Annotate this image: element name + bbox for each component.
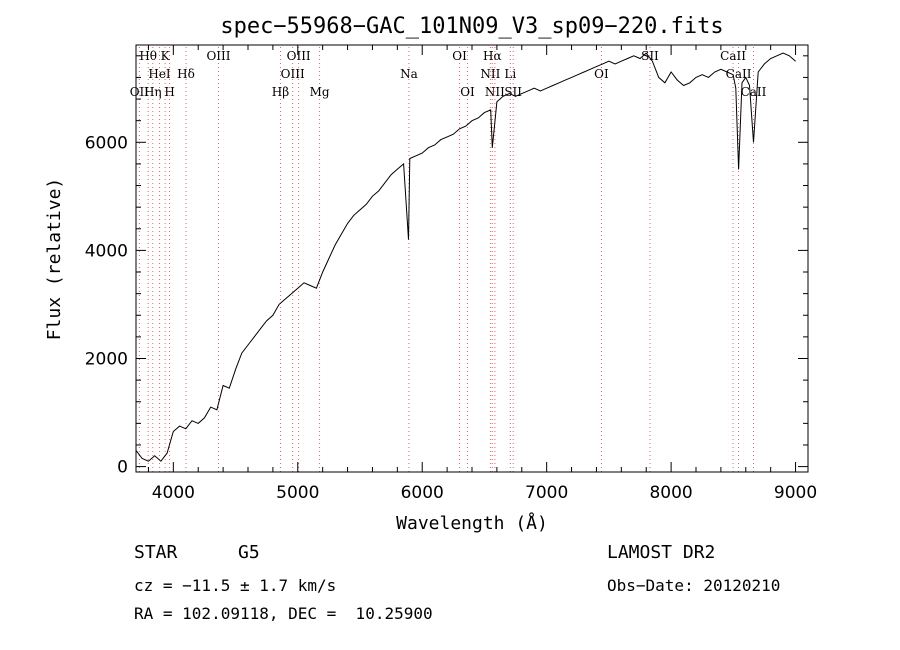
x-axis-ticks: 4000 5000 6000 7000 8000 9000	[147, 45, 817, 503]
object-class: STAR	[134, 542, 178, 563]
spectral-line-label: OIII	[287, 49, 311, 63]
redshift-velocity: cz = −11.5 ± 1.7 km/s	[134, 576, 337, 595]
spectral-line-label: SII	[641, 49, 659, 63]
y-axis-ticks: 0 2000 4000 6000	[85, 55, 808, 478]
spectral-line-label: OI	[452, 49, 467, 63]
spectral-line-label: OI	[460, 85, 475, 99]
spectral-line-markers	[138, 47, 754, 472]
spectral-line-label: NII	[485, 85, 505, 99]
spectral-line-label: Li	[504, 67, 516, 81]
spectral-line-label: Mg	[310, 85, 330, 99]
x-tick-label: 4000	[152, 483, 195, 503]
coordinates: RA = 102.09118, DEC = 10.25900	[134, 604, 433, 623]
spectral-line-label: OII	[130, 85, 150, 99]
x-tick-label: 5000	[276, 483, 319, 503]
spectral-line-label: Hδ	[177, 67, 195, 81]
y-axis-label: Flux (relative)	[44, 178, 65, 341]
y-tick-label: 4000	[85, 241, 128, 261]
spectral-line-label: OI	[594, 67, 609, 81]
x-axis-label: Wavelength (Å)	[396, 512, 548, 534]
spectral-line-label: SII	[504, 85, 522, 99]
object-subclass: G5	[238, 542, 260, 563]
spectral-line-label: CaII	[726, 67, 752, 81]
chart-title: spec−55968−GAC_101N09_V3_sp09−220.fits	[220, 14, 723, 39]
y-tick-label: 0	[117, 458, 128, 478]
spectral-line-label: OIII	[281, 67, 305, 81]
spectral-line-label: K	[161, 49, 171, 63]
observation-date: Obs−Date: 20120210	[607, 576, 781, 595]
spectral-line-label: CaII	[741, 85, 767, 99]
spectral-line-label: H	[164, 85, 174, 99]
spectral-line-label: Hα	[483, 49, 502, 63]
spectral-line-label: HeI	[148, 67, 171, 81]
spectral-line-label: Hη	[144, 85, 162, 99]
spectral-line-label: OIII	[206, 49, 230, 63]
spectral-line-label: NII	[480, 67, 500, 81]
plot-frame	[135, 44, 809, 473]
y-tick-label: 2000	[85, 349, 128, 369]
spectral-line-labels: Hθ K OIII OIII OI Hα SII CaII HeI Hδ OIII Na NII Li OI…	[130, 49, 767, 99]
survey-release: LAMOST DR2	[607, 542, 716, 563]
spectral-line-label: CaII	[720, 49, 746, 63]
y-tick-label: 6000	[85, 133, 128, 153]
spectral-line-label: Hθ	[139, 49, 157, 63]
spectral-line-label: Na	[400, 67, 418, 81]
x-tick-label: 9000	[774, 483, 817, 503]
flux-series-line	[135, 52, 796, 462]
spectral-line-label: Hβ	[272, 85, 289, 99]
x-tick-label: 7000	[525, 483, 568, 503]
x-tick-label: 6000	[401, 483, 444, 503]
x-tick-label: 8000	[649, 483, 692, 503]
